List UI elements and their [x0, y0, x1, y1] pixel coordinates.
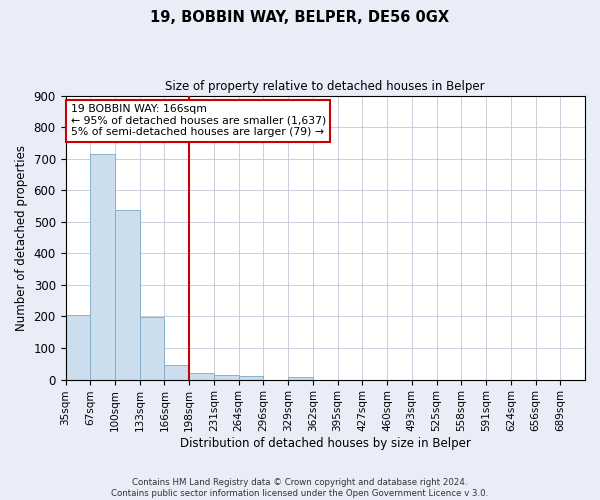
Text: 19 BOBBIN WAY: 166sqm
← 95% of detached houses are smaller (1,637)
5% of semi-de: 19 BOBBIN WAY: 166sqm ← 95% of detached … [71, 104, 326, 138]
Bar [140, 318, 164, 380]
Bar [288, 377, 313, 380]
Y-axis label: Number of detached properties: Number of detached properties [15, 144, 28, 330]
Bar [239, 376, 263, 380]
Bar [65, 315, 90, 380]
Bar [115, 210, 140, 380]
Bar [164, 365, 189, 380]
Bar [189, 372, 214, 380]
Text: Contains HM Land Registry data © Crown copyright and database right 2024.
Contai: Contains HM Land Registry data © Crown c… [112, 478, 488, 498]
Title: Size of property relative to detached houses in Belper: Size of property relative to detached ho… [166, 80, 485, 93]
Bar [90, 154, 115, 380]
Bar [214, 376, 239, 380]
Text: 19, BOBBIN WAY, BELPER, DE56 0GX: 19, BOBBIN WAY, BELPER, DE56 0GX [151, 10, 449, 25]
X-axis label: Distribution of detached houses by size in Belper: Distribution of detached houses by size … [180, 437, 471, 450]
